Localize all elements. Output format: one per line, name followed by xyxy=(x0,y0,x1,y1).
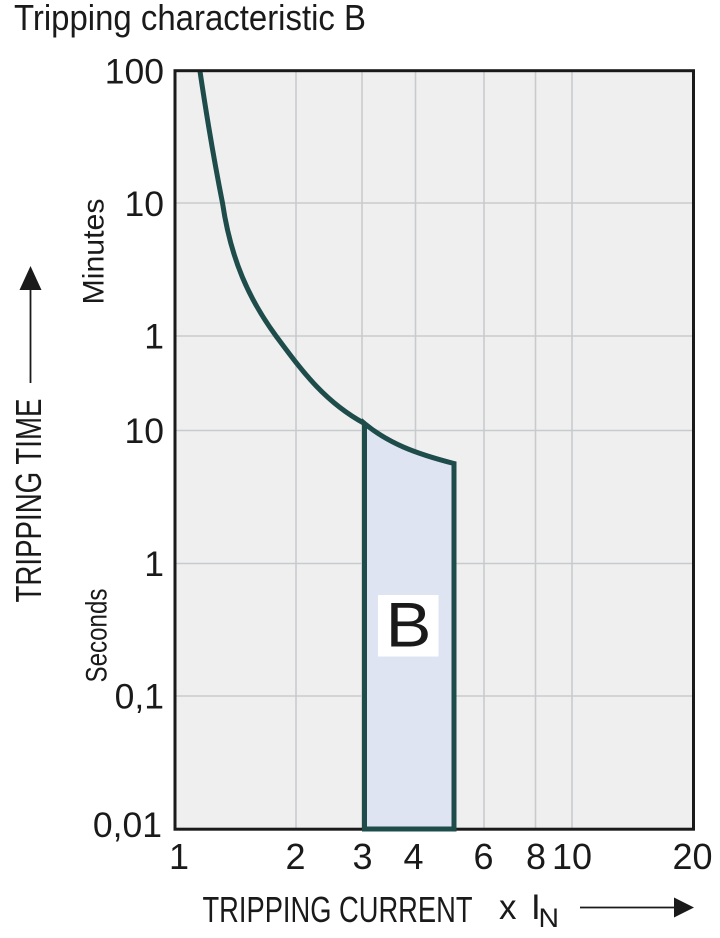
svg-text:100: 100 xyxy=(105,51,164,91)
svg-text:3: 3 xyxy=(352,836,372,877)
svg-text:Seconds: Seconds xyxy=(81,589,114,683)
svg-text:6: 6 xyxy=(473,836,493,877)
svg-text:Tripping characteristic B: Tripping characteristic B xyxy=(14,0,366,38)
svg-text:4: 4 xyxy=(403,836,423,877)
svg-text:0,01: 0,01 xyxy=(93,805,162,845)
svg-text:I: I xyxy=(531,888,541,927)
svg-text:20: 20 xyxy=(672,836,712,877)
svg-text:Minutes: Minutes xyxy=(78,199,111,305)
svg-text:2: 2 xyxy=(285,836,305,877)
svg-text:10: 10 xyxy=(125,184,165,224)
svg-text:1: 1 xyxy=(144,317,164,357)
svg-text:1: 1 xyxy=(169,836,189,877)
svg-text:TRIPPING CURRENT: TRIPPING CURRENT xyxy=(203,889,473,930)
svg-text:10: 10 xyxy=(125,411,165,451)
svg-text:1: 1 xyxy=(144,544,164,584)
svg-text:0,1: 0,1 xyxy=(115,677,164,717)
svg-text:10: 10 xyxy=(552,836,592,877)
svg-text:TRIPPING TIME: TRIPPING TIME xyxy=(8,399,49,603)
svg-text:B: B xyxy=(386,589,432,660)
svg-text:8: 8 xyxy=(526,836,546,877)
svg-text:N: N xyxy=(539,903,560,933)
svg-text:x: x xyxy=(499,888,517,927)
